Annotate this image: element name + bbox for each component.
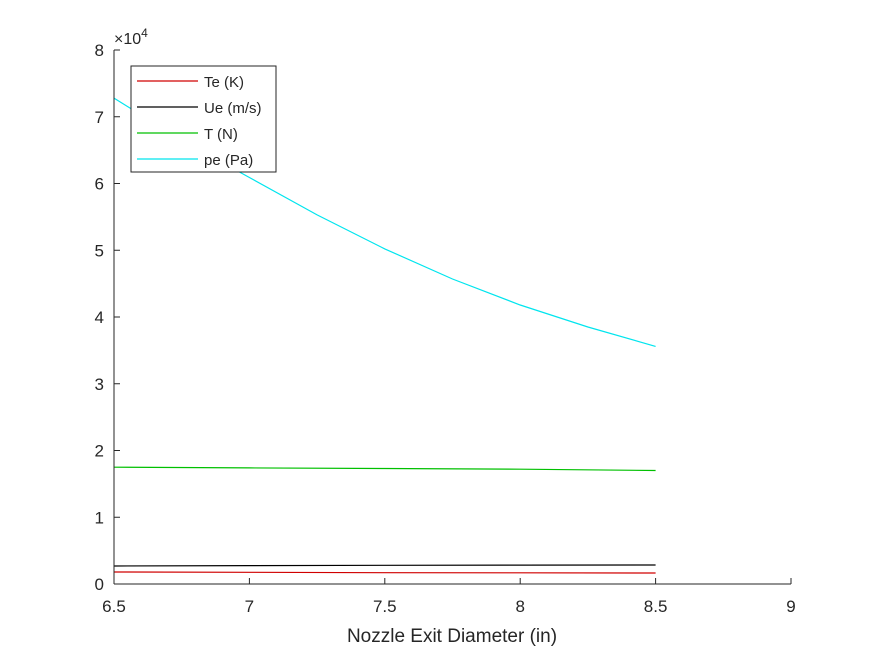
legend-label-2: T (N) xyxy=(204,126,238,143)
legend-label-1: Ue (m/s) xyxy=(204,100,262,117)
y-tick-label: 7 xyxy=(95,108,104,127)
y-tick-label: 8 xyxy=(95,41,104,60)
y-exponent-label: ×104 xyxy=(114,26,148,48)
x-axis-label: Nozzle Exit Diameter (in) xyxy=(347,626,557,647)
y-tick-label: 3 xyxy=(95,375,104,394)
legend-label-3: pe (Pa) xyxy=(204,152,253,169)
x-tick-label: 8.5 xyxy=(644,597,668,616)
x-tick-label: 8 xyxy=(515,597,524,616)
y-tick-label: 6 xyxy=(95,175,104,194)
y-tick-label: 5 xyxy=(95,241,104,260)
y-tick-label: 1 xyxy=(95,508,104,527)
legend-label-0: Te (K) xyxy=(204,74,244,91)
y-tick-label: 4 xyxy=(95,308,104,327)
series-line-2 xyxy=(113,466,656,472)
legend-box xyxy=(130,65,277,173)
x-tick-label: 9 xyxy=(786,597,795,616)
y-tick-label: 0 xyxy=(95,575,104,594)
series-line-1 xyxy=(113,564,656,567)
series-line-0 xyxy=(113,571,656,574)
x-ticks: 6.5 7 7.5 8 8.5 9 xyxy=(102,578,796,616)
legend: Te (K) Ue (m/s) T (N) pe (Pa) xyxy=(130,65,277,173)
x-tick-label: 7 xyxy=(245,597,254,616)
x-tick-label: 7.5 xyxy=(373,597,397,616)
y-ticks: 0 1 2 3 4 5 6 7 8 xyxy=(95,41,120,594)
y-tick-label: 2 xyxy=(95,442,104,461)
x-tick-label: 6.5 xyxy=(102,597,126,616)
